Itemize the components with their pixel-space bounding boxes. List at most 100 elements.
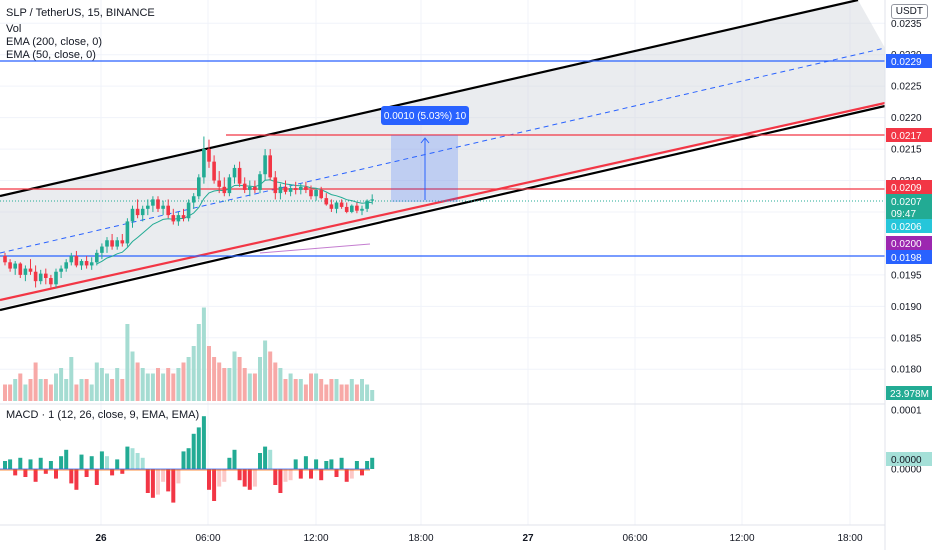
candle-body[interactable]: [115, 240, 119, 247]
volume-bar: [161, 373, 166, 401]
candle-body[interactable]: [171, 215, 176, 222]
candle-body[interactable]: [38, 273, 43, 282]
candle-body[interactable]: [248, 186, 252, 190]
candle-body[interactable]: [110, 240, 114, 247]
candle-body[interactable]: [217, 180, 221, 187]
candle-body[interactable]: [151, 199, 155, 206]
ema50-legend[interactable]: EMA (50, close, 0): [6, 49, 96, 61]
volume-legend[interactable]: Vol: [6, 23, 22, 35]
candle-body[interactable]: [13, 263, 17, 269]
candle-body[interactable]: [191, 196, 196, 203]
candle-body[interactable]: [69, 256, 74, 263]
volume-label: 23.978M: [890, 389, 929, 400]
macd-bar: [28, 459, 33, 469]
volume-bar: [145, 373, 150, 401]
candle-body[interactable]: [222, 186, 227, 194]
candle-body[interactable]: [28, 268, 33, 272]
candle-body[interactable]: [309, 189, 313, 197]
candle-body[interactable]: [79, 261, 84, 266]
candle-body[interactable]: [202, 149, 206, 178]
channel-lower-line[interactable]: [0, 104, 886, 312]
candle-body[interactable]: [370, 199, 374, 201]
time-axis: 26 06:00 12:00 18:00 27 06:00 12:00 18:00: [95, 533, 863, 544]
red-trend-line[interactable]: [0, 101, 886, 302]
candle-body[interactable]: [135, 208, 140, 216]
candle-body[interactable]: [105, 240, 109, 247]
candle-body[interactable]: [263, 155, 267, 175]
volume-bar: [298, 379, 303, 401]
macd-bar: [273, 469, 278, 485]
candle-body[interactable]: [329, 204, 334, 209]
candle-body[interactable]: [314, 189, 318, 197]
candle-body[interactable]: [100, 246, 104, 253]
candle-body[interactable]: [242, 183, 247, 190]
candle-body[interactable]: [8, 262, 12, 269]
candle-body[interactable]: [258, 174, 262, 190]
candle-body[interactable]: [44, 273, 48, 279]
candle-body[interactable]: [268, 155, 272, 178]
macd-legend[interactable]: MACD · 1 (12, 26, close, 9, EMA, EMA): [6, 409, 200, 421]
currency-button[interactable]: USDT: [890, 4, 928, 19]
volume-bar: [120, 379, 125, 401]
candle-body[interactable]: [140, 208, 145, 216]
candle-body[interactable]: [334, 202, 339, 209]
ema200-legend[interactable]: EMA (200, close, 0): [6, 36, 102, 48]
volume-bar: [43, 379, 48, 401]
candle-body[interactable]: [253, 186, 257, 190]
candle-body[interactable]: [227, 177, 232, 194]
candle-body[interactable]: [319, 189, 323, 199]
candle-body[interactable]: [197, 177, 201, 197]
candle-body[interactable]: [23, 268, 28, 275]
symbol-title[interactable]: SLP / TetherUS, 15, BINANCE: [6, 7, 155, 19]
channel-mid-line[interactable]: [0, 47, 886, 254]
candle-body[interactable]: [283, 186, 288, 192]
candle-body[interactable]: [299, 186, 303, 190]
candle-body[interactable]: [95, 252, 99, 263]
candle-body[interactable]: [288, 188, 293, 192]
candle-body[interactable]: [186, 202, 191, 219]
candle-body[interactable]: [130, 208, 135, 222]
macd-bar: [161, 469, 166, 482]
volume-bar: [191, 346, 196, 401]
candle-body[interactable]: [120, 240, 125, 244]
candle-body[interactable]: [146, 205, 150, 209]
candle-body[interactable]: [207, 149, 211, 162]
candle-body[interactable]: [350, 205, 354, 212]
volume-bar: [140, 368, 145, 401]
price-label: 09:47: [891, 209, 916, 220]
candle-body[interactable]: [33, 271, 38, 282]
candle-body[interactable]: [273, 177, 278, 194]
candle-body[interactable]: [54, 271, 58, 285]
candle-body[interactable]: [304, 186, 308, 190]
ema50-line: [96, 179, 373, 265]
candle-body[interactable]: [324, 198, 329, 205]
candle-body[interactable]: [181, 215, 186, 219]
candle-body[interactable]: [293, 188, 298, 190]
candle-body[interactable]: [232, 167, 237, 178]
volume-bar: [94, 362, 99, 401]
macd-bar: [79, 454, 84, 469]
candle-body[interactable]: [84, 261, 89, 266]
candle-body[interactable]: [49, 278, 53, 285]
candle-body[interactable]: [18, 263, 23, 275]
candle-body[interactable]: [166, 205, 170, 216]
candle-body[interactable]: [212, 161, 216, 181]
candle-body[interactable]: [176, 215, 181, 222]
candle-body[interactable]: [344, 206, 349, 212]
candle-body[interactable]: [59, 268, 63, 272]
candle-body[interactable]: [360, 208, 364, 211]
candle-body[interactable]: [161, 205, 165, 209]
candle-body[interactable]: [237, 167, 242, 184]
candle-body[interactable]: [64, 262, 68, 269]
candle-body[interactable]: [156, 199, 160, 209]
candle-body[interactable]: [3, 256, 7, 263]
candle-body[interactable]: [339, 202, 344, 207]
channel-upper-line[interactable]: [0, 0, 859, 198]
candle-body[interactable]: [278, 186, 283, 194]
candle-body[interactable]: [355, 205, 359, 211]
candle-body[interactable]: [89, 262, 94, 266]
candle-body[interactable]: [125, 221, 130, 244]
candle-body[interactable]: [74, 256, 79, 266]
candle-body[interactable]: [365, 200, 369, 209]
